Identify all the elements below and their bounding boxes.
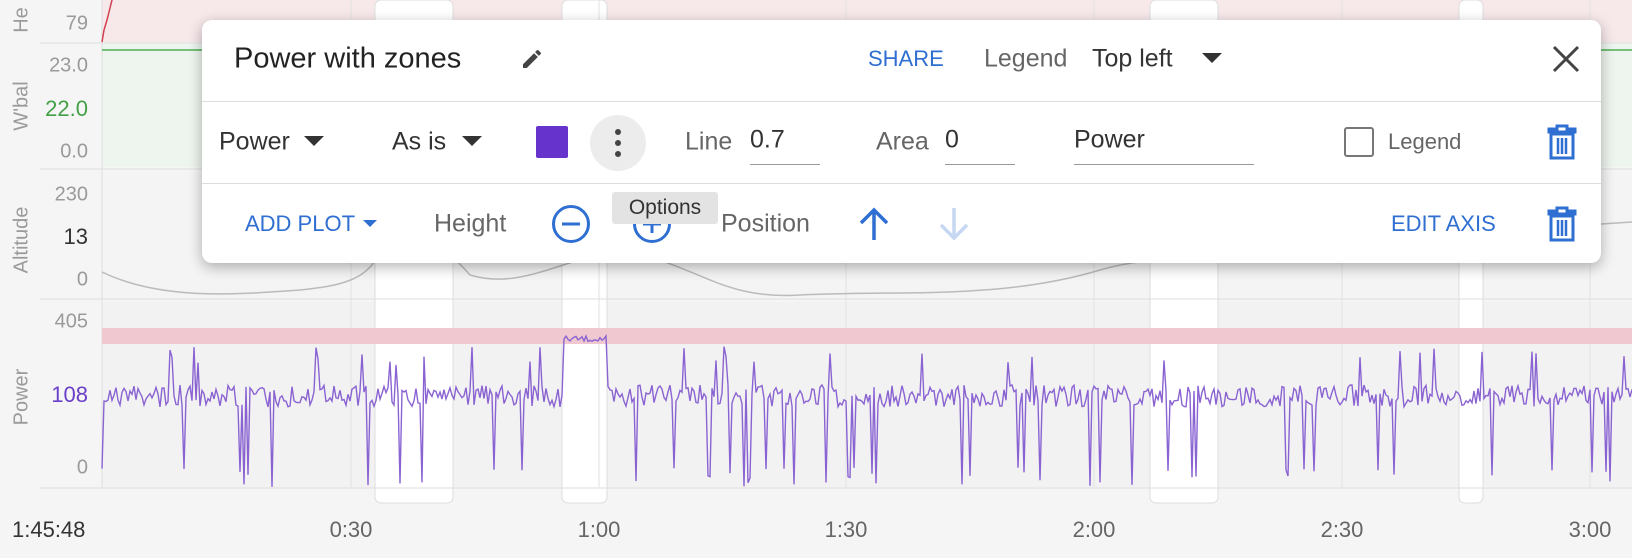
- tick: 0: [77, 268, 88, 290]
- name-input[interactable]: Power: [1074, 125, 1145, 154]
- position-label: Position: [717, 209, 810, 239]
- transform-select[interactable]: As is: [392, 127, 447, 156]
- tick: 230: [55, 183, 88, 205]
- dropdown-arrow[interactable]: [462, 136, 482, 148]
- underline: [945, 164, 1015, 165]
- decrease-height[interactable]: [551, 204, 591, 244]
- edit-icon[interactable]: [520, 47, 544, 71]
- field-select[interactable]: Power: [219, 127, 290, 156]
- x-tick: 2:00: [1073, 517, 1116, 542]
- tick: 108: [51, 382, 88, 407]
- color-swatch[interactable]: [536, 126, 568, 158]
- legend-label: Legend: [984, 44, 1068, 73]
- axis-label: Power: [10, 368, 32, 425]
- x-tick: 1:45:48: [12, 517, 85, 542]
- legend-checkbox[interactable]: [1344, 127, 1374, 157]
- tick: 23.0: [49, 54, 88, 76]
- divider: [202, 183, 1601, 184]
- plot-dialog: Power with zones SHARE Legend Top left P…: [202, 20, 1601, 263]
- move-down[interactable]: [938, 206, 970, 242]
- tick: 405: [55, 310, 88, 332]
- height-label: Height: [434, 209, 507, 238]
- area-label: Area: [876, 127, 929, 156]
- dropdown-arrow[interactable]: [1202, 53, 1222, 65]
- tick: 0: [77, 456, 88, 478]
- edit-axis-button[interactable]: EDIT AXIS: [1391, 211, 1496, 236]
- underline: [750, 164, 820, 165]
- x-axis: 1:45:48 0:30 1:00 1:30 2:00 2:30 3:00: [12, 517, 1611, 542]
- legend-checkbox-label: Legend: [1388, 129, 1462, 154]
- add-plot-button[interactable]: ADD PLOT: [245, 211, 356, 236]
- x-tick: 1:30: [825, 517, 868, 542]
- power-line: [101, 333, 1632, 487]
- delete-plot[interactable]: [1547, 206, 1577, 242]
- tick: 0.0: [60, 140, 88, 162]
- share-button[interactable]: SHARE: [868, 46, 944, 71]
- axis-label: Altitude: [10, 207, 32, 274]
- divider: [202, 101, 1601, 102]
- close-button[interactable]: [1552, 45, 1580, 73]
- legend-select[interactable]: Top left: [1092, 44, 1173, 73]
- x-tick: 2:30: [1321, 517, 1364, 542]
- tick: 13: [64, 224, 88, 249]
- axis-label: W'bal: [10, 81, 32, 130]
- line-label: Line: [685, 127, 733, 156]
- x-tick: 0:30: [330, 517, 373, 542]
- dropdown-arrow[interactable]: [363, 220, 377, 228]
- delete-series[interactable]: [1547, 124, 1577, 160]
- area-input[interactable]: 0: [945, 125, 959, 154]
- options-button[interactable]: [590, 115, 646, 171]
- line-input[interactable]: 0.7: [750, 125, 785, 154]
- x-tick: 1:00: [578, 517, 621, 542]
- axis-label: He: [10, 7, 32, 33]
- move-up[interactable]: [858, 206, 890, 242]
- tick: 79: [66, 12, 88, 34]
- dropdown-arrow[interactable]: [304, 136, 324, 148]
- underline: [1074, 164, 1254, 165]
- dialog-title: Power with zones: [234, 42, 462, 75]
- heart-line: [101, 0, 113, 43]
- zone-band: [102, 328, 1632, 344]
- tooltip: Options: [612, 192, 718, 224]
- tick: 22.0: [45, 96, 88, 121]
- x-tick: 3:00: [1569, 517, 1612, 542]
